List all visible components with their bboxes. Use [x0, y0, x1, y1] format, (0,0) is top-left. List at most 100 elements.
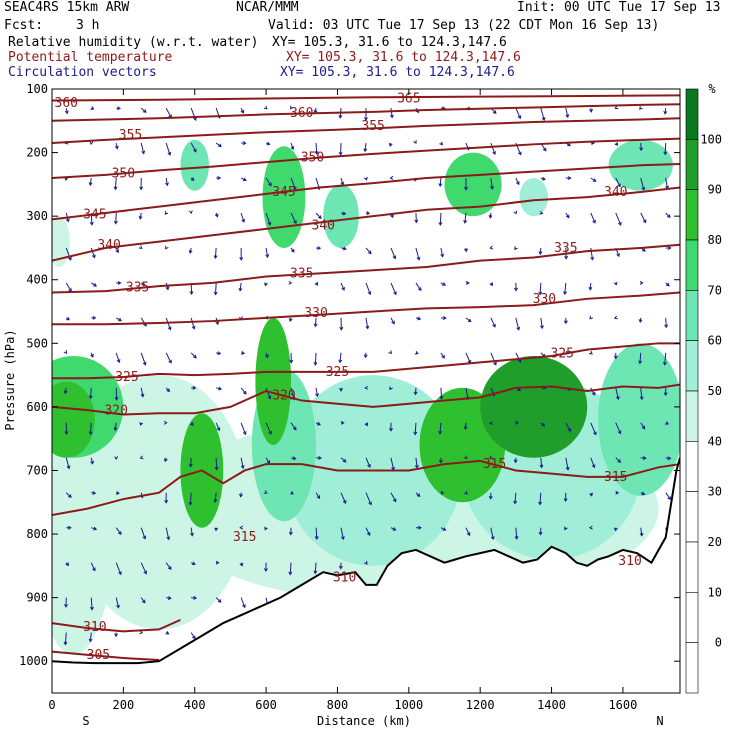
- vector-head-167: [313, 323, 318, 328]
- vector-head-145: [290, 105, 294, 110]
- vector-294: [515, 317, 520, 330]
- vector-head-46: [118, 571, 122, 576]
- vector-head-221: [392, 527, 397, 531]
- vector-head-245: [440, 253, 445, 258]
- vector-head-72: [168, 359, 172, 364]
- theta-label-24: 315: [233, 530, 256, 545]
- vector-head-291: [516, 181, 520, 186]
- theta-label-17: 325: [551, 346, 574, 361]
- vector-376: [640, 387, 643, 400]
- vector-145: [290, 142, 294, 150]
- vector-head-181: [342, 246, 347, 251]
- vector-head-342: [588, 286, 593, 291]
- terrain-fill: [52, 457, 680, 693]
- vector-head-345: [591, 391, 596, 396]
- vector-head-215: [391, 320, 395, 325]
- vector-330: [565, 457, 569, 470]
- vector-head-173: [314, 536, 319, 540]
- theta-contour-305: [52, 650, 160, 661]
- vector-head-124: [238, 493, 243, 498]
- vector-395: [665, 492, 671, 500]
- vector-head-73: [166, 388, 171, 393]
- vector-head-327: [563, 320, 568, 325]
- vector-head-363: [617, 459, 622, 463]
- vector-377: [640, 422, 645, 429]
- vector-278: [490, 317, 496, 328]
- vector-head-70: [165, 286, 170, 291]
- y-tick-label-600: 600: [26, 400, 48, 414]
- vector-121: [240, 422, 247, 435]
- x-tick-label-1600: 1600: [608, 698, 637, 712]
- vector-head-49: [142, 109, 147, 113]
- vector-head-197: [367, 250, 372, 255]
- vector-65: [165, 142, 171, 156]
- vector-head-348: [589, 492, 593, 497]
- rh-region-5: [52, 216, 70, 268]
- vector-head-152: [289, 359, 294, 364]
- vector-64: [165, 107, 172, 118]
- vector-30: [90, 597, 93, 610]
- x-tick-label-0: 0: [48, 698, 55, 712]
- vector-head-315: [539, 464, 544, 469]
- vector-head-266: [463, 426, 468, 431]
- vector-122: [240, 457, 244, 469]
- vector-339: [590, 212, 596, 224]
- vector-head-340: [592, 219, 596, 224]
- vector-70: [165, 317, 171, 330]
- vector-head-290: [517, 151, 522, 156]
- vector-head-132: [267, 221, 272, 226]
- vector-362: [615, 457, 621, 463]
- vector-head-324: [565, 214, 570, 219]
- vector-346: [590, 457, 595, 468]
- vector-head-356: [617, 221, 622, 226]
- vector-head-310: [538, 291, 543, 296]
- vector-head-27: [90, 460, 95, 465]
- theta-label-11: 340: [311, 219, 334, 234]
- vector-head-200: [363, 354, 368, 359]
- vector-head-89: [192, 385, 197, 390]
- vector-head-249: [439, 396, 444, 400]
- vector-218: [390, 457, 395, 470]
- vector-head-189: [340, 536, 345, 541]
- vector-head-371: [641, 186, 646, 191]
- vector-head-10: [64, 431, 69, 436]
- vector-head-268: [463, 490, 468, 495]
- vector-head-69: [165, 245, 169, 250]
- vector-136: [265, 387, 271, 399]
- vector-head-283: [489, 455, 493, 459]
- vector-head-76: [164, 499, 169, 504]
- vector-head-80: [165, 631, 170, 635]
- vector-187: [340, 492, 347, 504]
- vector-head-19: [88, 182, 93, 187]
- theta-label-3: 355: [119, 128, 142, 143]
- vector-head-78: [167, 566, 172, 570]
- vector-309: [539, 282, 542, 295]
- vector-head-190: [338, 565, 343, 570]
- vector-head-364: [615, 490, 620, 495]
- vector-214: [390, 317, 395, 325]
- x-tick-label-400: 400: [184, 698, 206, 712]
- vector-head-279: [492, 323, 496, 328]
- vector-375: [639, 352, 642, 364]
- vector-head-1: [64, 110, 69, 115]
- vector-head-234: [413, 431, 418, 436]
- vector-head-36: [113, 220, 118, 225]
- vector-head-369: [639, 106, 643, 110]
- vector-166: [314, 317, 317, 327]
- vector-97: [215, 142, 222, 147]
- vector-29: [90, 562, 96, 571]
- vector-head-9: [63, 390, 68, 395]
- vector-head-230: [417, 287, 422, 292]
- vector-head-26: [88, 431, 93, 436]
- vector-head-184: [338, 359, 343, 364]
- vector-head-45: [118, 531, 122, 535]
- vector-178: [340, 177, 344, 185]
- vector-head-118: [238, 287, 243, 292]
- vector-168: [315, 387, 318, 397]
- vector-26: [90, 457, 94, 464]
- vector-head-183: [339, 326, 344, 331]
- vector-head-47: [116, 604, 120, 609]
- vector-head-296: [517, 359, 522, 363]
- vector-head-297: [517, 387, 522, 391]
- vector-head-44: [115, 490, 120, 495]
